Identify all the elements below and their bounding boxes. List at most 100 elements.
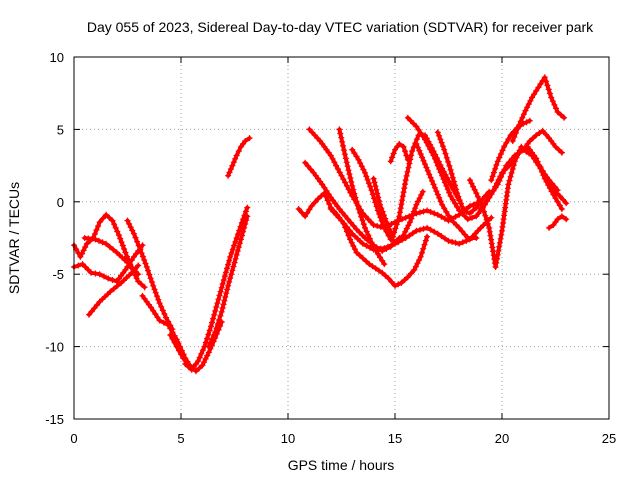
- data-point-marker: [99, 239, 106, 246]
- x-axis-label: GPS time / hours: [288, 457, 395, 473]
- data-point-marker: [419, 249, 425, 256]
- data-point-marker: [494, 255, 500, 262]
- data-point-marker: [96, 219, 103, 226]
- data-point-marker: [378, 217, 385, 224]
- data-point-marker: [233, 235, 240, 241]
- data-point-marker: [327, 152, 334, 159]
- series-trace: [87, 263, 141, 317]
- data-point-marker: [359, 255, 366, 262]
- data-point-marker: [501, 166, 508, 173]
- data-point-marker: [395, 217, 401, 224]
- data-point-marker: [226, 257, 233, 264]
- data-point-marker: [505, 136, 512, 143]
- data-point-marker: [163, 314, 169, 321]
- data-point-marker: [351, 190, 358, 197]
- data-point-marker: [334, 166, 341, 172]
- data-point-marker: [363, 173, 370, 180]
- data-point-marker: [362, 169, 368, 176]
- data-point-marker: [526, 117, 533, 124]
- data-point-marker: [548, 94, 555, 101]
- data-point-marker: [88, 308, 95, 315]
- data-point-marker: [363, 228, 370, 235]
- data-point-marker: [501, 143, 508, 150]
- data-point-marker: [326, 201, 333, 207]
- data-point-marker: [370, 222, 377, 228]
- data-point-marker: [325, 191, 332, 198]
- data-point-marker: [338, 172, 345, 179]
- data-point-marker: [111, 221, 118, 228]
- data-point-marker: [496, 154, 503, 161]
- data-point-marker: [117, 235, 124, 242]
- data-point-marker: [424, 207, 431, 214]
- data-point-marker: [134, 238, 141, 245]
- data-point-marker: [161, 311, 168, 317]
- data-point-marker: [219, 280, 226, 287]
- data-point-marker: [235, 244, 242, 251]
- data-point-marker: [228, 271, 235, 278]
- data-point-marker: [364, 176, 371, 183]
- data-point-marker: [92, 270, 99, 277]
- data-point-marker: [380, 212, 387, 219]
- series-arc-5: [124, 217, 176, 333]
- data-point-marker: [243, 217, 250, 224]
- data-point-marker: [234, 248, 241, 254]
- data-point-marker: [417, 253, 424, 260]
- data-point-marker: [232, 255, 239, 262]
- data-point-marker: [434, 230, 441, 237]
- series-arc-27: [520, 127, 565, 156]
- data-point-marker: [409, 212, 416, 219]
- data-point-marker: [440, 168, 447, 175]
- data-point-marker: [530, 135, 536, 142]
- data-point-marker: [403, 225, 410, 232]
- data-point-marker: [456, 197, 463, 204]
- data-point-marker: [147, 275, 154, 282]
- data-point-marker: [390, 150, 397, 157]
- data-point-marker: [236, 240, 243, 247]
- y-tick-label: -10: [45, 340, 64, 355]
- data-point-marker: [121, 246, 128, 252]
- data-point-marker: [239, 232, 245, 239]
- data-point-marker: [224, 265, 230, 272]
- data-point-marker: [359, 240, 366, 247]
- data-point-marker: [400, 143, 407, 150]
- data-point-marker: [423, 164, 430, 171]
- data-point-marker: [407, 117, 414, 124]
- data-point-marker: [422, 237, 429, 244]
- series-arc-29: [546, 213, 570, 231]
- x-tick-label: 15: [388, 431, 402, 446]
- data-point-marker: [404, 168, 411, 175]
- data-point-marker: [217, 312, 224, 319]
- data-point-marker: [402, 228, 409, 235]
- data-point-marker: [558, 206, 565, 212]
- data-point-marker: [468, 180, 475, 187]
- data-point-marker: [228, 250, 235, 257]
- data-point-marker: [390, 237, 397, 244]
- data-point-marker: [416, 195, 423, 202]
- data-point-marker: [372, 199, 379, 206]
- data-point-marker: [420, 245, 427, 252]
- data-point-marker: [442, 171, 449, 178]
- data-point-marker: [375, 267, 382, 274]
- data-point-marker: [509, 155, 515, 162]
- data-point-marker: [507, 132, 514, 139]
- data-point-marker: [213, 325, 220, 332]
- data-point-marker: [363, 242, 370, 249]
- data-point-marker: [496, 243, 503, 250]
- data-point-marker: [492, 184, 499, 191]
- data-point-marker: [241, 224, 248, 231]
- data-point-marker: [488, 214, 495, 221]
- data-point-marker: [529, 94, 535, 101]
- data-point-marker: [431, 210, 438, 217]
- data-point-marker: [339, 209, 346, 216]
- data-point-marker: [452, 213, 459, 220]
- data-point-marker: [114, 282, 121, 289]
- data-point-marker: [365, 232, 372, 239]
- data-point-marker: [499, 170, 506, 177]
- data-point-marker: [350, 222, 357, 229]
- data-point-marker: [306, 126, 313, 133]
- data-point-marker: [460, 207, 467, 214]
- data-point-marker: [240, 228, 247, 235]
- data-point-marker: [374, 222, 381, 229]
- data-point-marker: [466, 203, 473, 210]
